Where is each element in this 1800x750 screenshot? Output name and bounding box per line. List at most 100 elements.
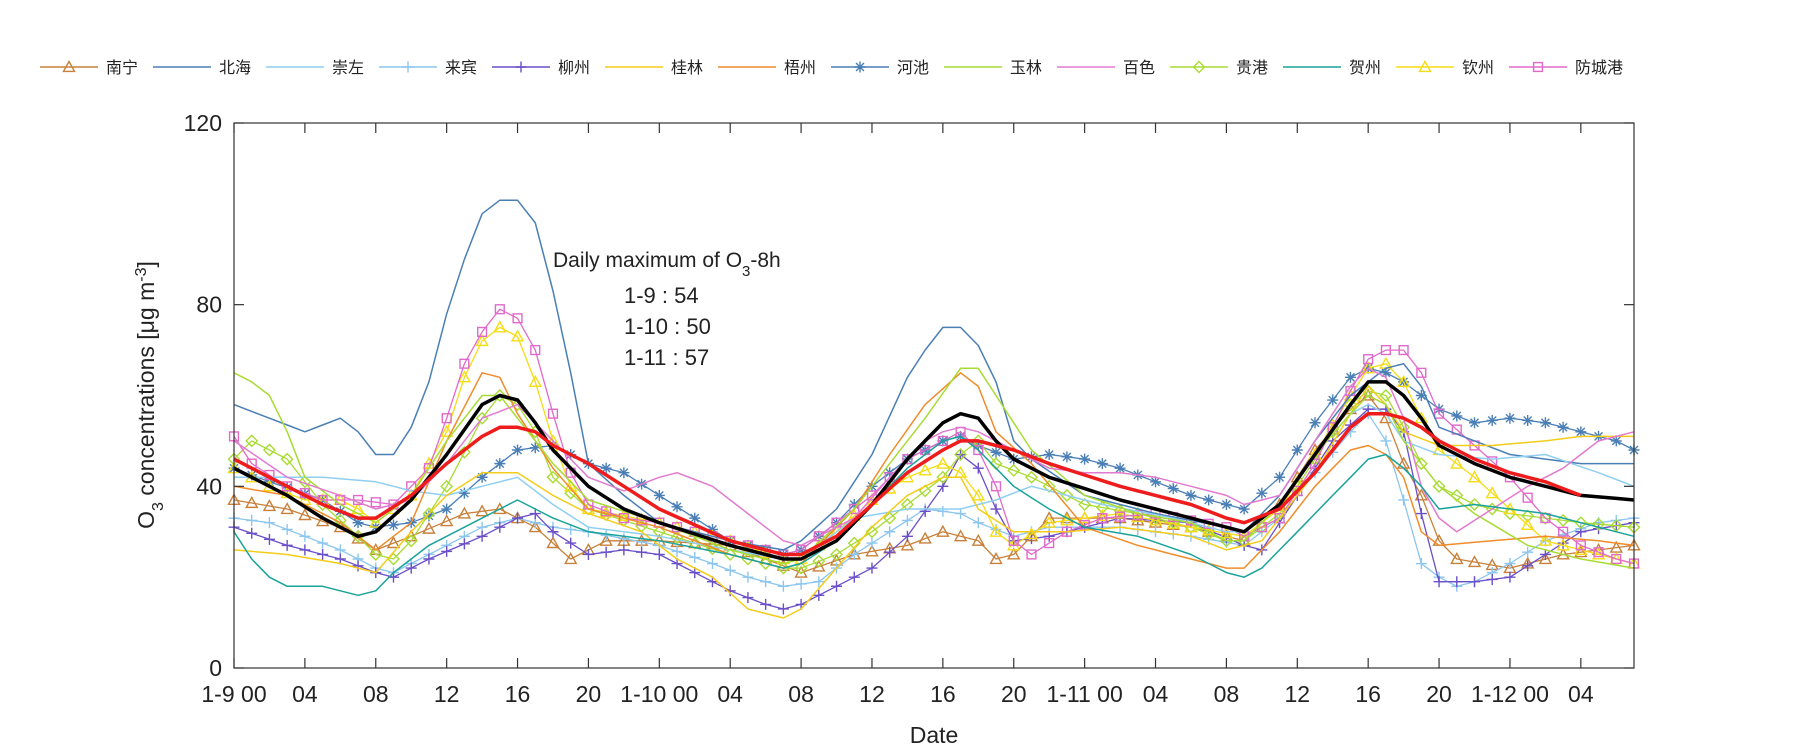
series-line [233,308,1635,565]
x-tick-label: 12 [1284,681,1310,707]
x-axis: 1-9 00 04 08 12 16 20 1-10 00 04 08 12 16 20 1-11 00… [201,123,1594,707]
series-13-marker [1077,511,1092,524]
series-14-marker [1026,549,1037,560]
series-1-marker [812,559,826,572]
series-11-marker [1574,516,1588,530]
series-13-marker [989,524,1003,537]
series-5-marker [724,585,736,597]
series-11-marker [581,502,595,516]
series-11-marker [883,511,897,525]
series-11-marker [759,557,773,571]
series-5-marker [901,530,913,542]
x-tick-label: 04 [1568,681,1594,707]
x-tick-label: 12 [859,681,885,707]
series-8-marker [494,458,506,470]
series-8-marker [1220,499,1232,510]
series-11-marker [369,547,383,561]
series-1-marker [1414,488,1429,501]
series-11-marker [404,534,418,548]
series-14-marker [1611,553,1622,565]
plot-frame [233,122,1635,669]
series-line [233,372,1635,569]
series-14-marker [1363,354,1374,365]
series-4-marker [706,558,718,570]
series-5-marker [671,558,683,570]
series-5-marker [689,567,701,579]
series-8-marker [1061,451,1073,463]
series-1-marker [546,536,560,549]
series-4-marker [671,545,683,557]
series-4-marker [1380,435,1392,447]
series-13-marker [457,370,472,383]
series-11-marker [900,498,914,511]
series-1-marker [457,506,472,519]
series-10 [233,367,1635,547]
series-8-marker [653,489,665,501]
series-layer [227,199,1641,619]
series-5-marker [565,537,577,549]
series-1-marker [386,536,401,549]
series-13-marker [1042,515,1056,528]
series-13-marker [493,320,507,333]
series-14-marker [547,408,559,419]
series-14-marker [849,503,860,515]
series-8-marker [1114,462,1126,474]
series-11-marker [1414,457,1428,471]
series-4-marker [848,548,860,560]
series-11-marker [776,561,790,575]
series-14-marker [370,497,381,508]
series-14-marker [813,531,824,542]
legend-marker [62,60,76,73]
series-5-marker [334,553,346,565]
legend-item: 玉林 [944,59,1042,77]
series-11-marker [1521,509,1535,523]
series-5-marker [512,512,524,524]
series-2 [233,199,1634,551]
series-8-marker [423,510,435,522]
legend-label: 河池 [897,59,929,77]
series-8-marker [1096,458,1108,470]
series-4-marker [565,523,577,535]
series-15 [233,380,1635,561]
series-14-marker [937,435,948,447]
series-8-marker [1451,410,1463,422]
x-tick-label: 08 [363,681,389,707]
series-1-marker [1538,552,1553,565]
y-axis: 0 40 80 120 [184,110,1634,681]
legend-item: 梧州 [718,59,816,77]
series-11 [227,384,1641,575]
series-5-marker [848,571,860,583]
series-5-marker [529,508,541,520]
series-8-marker [600,462,612,474]
series-14-marker [441,413,452,424]
series-5-marker [317,548,329,560]
legend-marker [1418,60,1432,73]
legend-label: 来宾 [445,59,477,77]
series-line [233,367,1635,569]
x-tick-label: 16 [505,681,531,707]
series-11-marker [440,479,454,493]
annotation-line: 1-9 : 54 [624,283,699,308]
series-8-marker [1256,487,1268,499]
legend-label: 南宁 [106,59,138,77]
series-14-marker [990,481,1002,492]
legend-item: 河池 [831,59,929,77]
series-11-marker [1538,511,1552,525]
x-tick-label: 1-11 00 [1046,681,1122,707]
series-8-marker [1309,417,1321,429]
legend-item: 南宁 [40,59,138,77]
series-12 [233,435,1635,597]
series-1-marker [564,552,578,565]
series-11-marker [1007,463,1021,477]
series-5-marker [1469,576,1481,588]
series-4-marker [689,551,701,563]
series-8-marker [352,517,364,529]
series-5-marker [405,562,417,574]
annotation-title: Daily maximum of O3-8h [553,249,781,280]
series-13-marker [1361,361,1375,374]
series-11-marker [457,445,471,459]
series-5-marker [494,521,506,533]
legend-label: 梧州 [784,59,816,77]
series-11-marker [954,448,968,462]
series-11-marker [280,452,294,466]
